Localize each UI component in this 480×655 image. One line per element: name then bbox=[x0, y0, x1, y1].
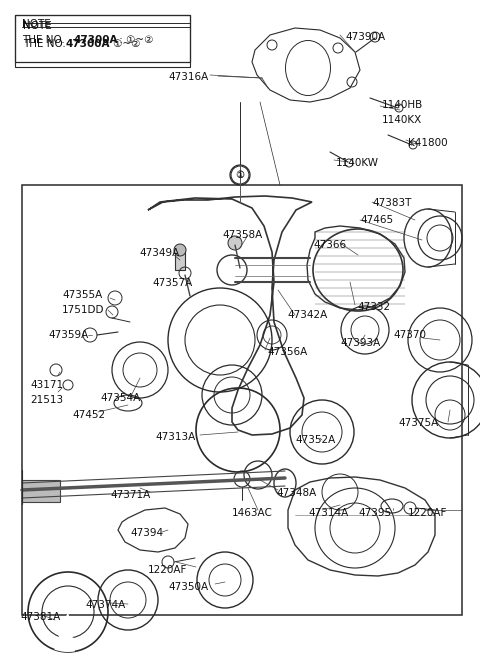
Text: 47354A: 47354A bbox=[100, 393, 140, 403]
Text: 47375A: 47375A bbox=[398, 418, 438, 428]
Bar bbox=[22, 185, 462, 615]
Text: : ①~②: : ①~② bbox=[116, 35, 154, 45]
Text: 47313A: 47313A bbox=[155, 432, 195, 442]
Text: NOTE: NOTE bbox=[22, 19, 51, 29]
Bar bbox=[22, 480, 60, 502]
Text: 1751DD: 1751DD bbox=[62, 305, 105, 315]
Text: 43171: 43171 bbox=[30, 380, 63, 390]
Text: 47395: 47395 bbox=[358, 508, 391, 518]
Text: 21513: 21513 bbox=[30, 395, 63, 405]
Text: 47349A: 47349A bbox=[139, 248, 179, 258]
Text: 47358A: 47358A bbox=[222, 230, 262, 240]
Bar bbox=[15, 15, 190, 62]
Text: ①: ① bbox=[236, 170, 244, 180]
Text: 1220AF: 1220AF bbox=[148, 565, 187, 575]
Circle shape bbox=[174, 244, 186, 256]
Text: 47332: 47332 bbox=[357, 302, 390, 312]
Bar bbox=[15, 15, 190, 67]
Text: THE NO.: THE NO. bbox=[23, 39, 69, 49]
Text: 47374A: 47374A bbox=[85, 600, 125, 610]
Text: 47370: 47370 bbox=[393, 330, 426, 340]
Text: ①: ① bbox=[236, 170, 244, 179]
Text: 47357A: 47357A bbox=[152, 278, 192, 288]
Circle shape bbox=[228, 236, 242, 250]
Text: 1220AF: 1220AF bbox=[408, 508, 447, 518]
Text: 47316A: 47316A bbox=[168, 72, 208, 82]
Text: 1463AC: 1463AC bbox=[232, 508, 273, 518]
Bar bbox=[175, 248, 185, 270]
Text: 47350A: 47350A bbox=[168, 582, 208, 592]
Text: 47452: 47452 bbox=[72, 410, 105, 420]
Text: 47371A: 47371A bbox=[110, 490, 150, 500]
Text: 47348A: 47348A bbox=[276, 488, 316, 498]
Text: THE NO.: THE NO. bbox=[22, 35, 68, 45]
Text: : ①~②: : ①~② bbox=[103, 39, 140, 49]
Text: NOTE: NOTE bbox=[23, 21, 52, 31]
Text: 47300A: 47300A bbox=[74, 35, 119, 45]
Text: 47393A: 47393A bbox=[340, 338, 380, 348]
Text: 47342A: 47342A bbox=[287, 310, 327, 320]
Text: 1140HB: 1140HB bbox=[382, 100, 423, 110]
Text: 47381A: 47381A bbox=[20, 612, 60, 622]
Wedge shape bbox=[58, 612, 73, 638]
Text: 47300A: 47300A bbox=[65, 39, 109, 49]
Text: 47356A: 47356A bbox=[267, 347, 307, 357]
Text: 47359A: 47359A bbox=[48, 330, 88, 340]
Text: 47394: 47394 bbox=[130, 528, 163, 538]
Text: K41800: K41800 bbox=[408, 138, 448, 148]
Text: 47383T: 47383T bbox=[372, 198, 411, 208]
Text: 1140KX: 1140KX bbox=[382, 115, 422, 125]
Text: 47352A: 47352A bbox=[295, 435, 335, 445]
Text: 47465: 47465 bbox=[360, 215, 393, 225]
Text: 47314A: 47314A bbox=[308, 508, 348, 518]
Text: 47390A: 47390A bbox=[345, 32, 385, 42]
Text: 1140KW: 1140KW bbox=[336, 158, 379, 168]
Wedge shape bbox=[54, 612, 75, 652]
Text: 47366: 47366 bbox=[313, 240, 346, 250]
Text: 47355A: 47355A bbox=[62, 290, 102, 300]
